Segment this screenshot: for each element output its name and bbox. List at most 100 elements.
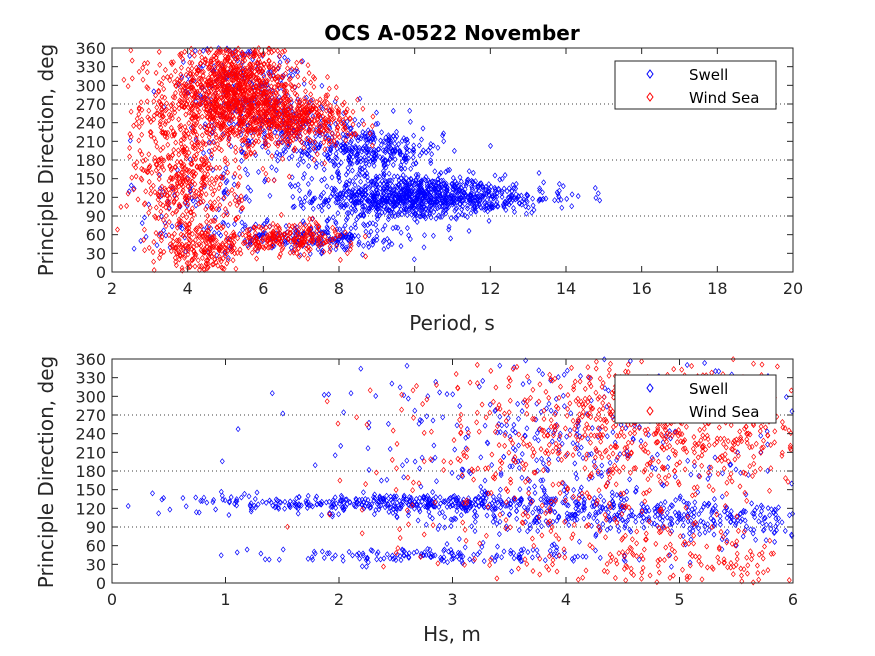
- data-point: [216, 246, 222, 253]
- data-point: [248, 84, 254, 91]
- data-point: [519, 198, 525, 205]
- data-point: [480, 193, 486, 200]
- data-point: [174, 158, 180, 166]
- data-point: [414, 500, 420, 507]
- data-point: [238, 193, 244, 200]
- data-point: [598, 493, 603, 500]
- data-point: [198, 101, 204, 108]
- data-point: [341, 188, 347, 195]
- data-point: [164, 100, 170, 107]
- data-point: [379, 209, 385, 216]
- data-point: [140, 64, 146, 71]
- data-point: [268, 63, 274, 71]
- data-point: [143, 156, 149, 163]
- data-point: [220, 223, 226, 230]
- data-point: [225, 257, 231, 264]
- data-point: [158, 200, 163, 207]
- data-point: [410, 185, 416, 193]
- data-point: [206, 122, 212, 129]
- data-point: [343, 115, 349, 122]
- data-point: [308, 91, 314, 98]
- data-point: [215, 97, 221, 104]
- data-point: [209, 147, 215, 154]
- data-point: [190, 144, 196, 151]
- data-point: [346, 156, 351, 163]
- data-point: [307, 189, 313, 196]
- data-point: [252, 225, 258, 232]
- data-point: [225, 75, 231, 82]
- data-point: [470, 179, 476, 186]
- data-point: [459, 206, 465, 213]
- data-point: [174, 179, 180, 186]
- data-point: [231, 239, 237, 246]
- data-point: [314, 493, 320, 500]
- data-point: [300, 58, 306, 65]
- data-point: [395, 194, 401, 201]
- data-point: [267, 244, 273, 251]
- data-point: [300, 174, 306, 182]
- data-point: [212, 121, 218, 128]
- data-point: [246, 226, 252, 233]
- data-point: [565, 502, 571, 509]
- data-point: [194, 131, 200, 139]
- data-point: [265, 103, 271, 111]
- data-point: [215, 262, 221, 269]
- data-point: [211, 496, 217, 504]
- data-point: [269, 135, 275, 142]
- data-point: [323, 107, 329, 114]
- data-point: [334, 95, 339, 102]
- data-point: [193, 236, 198, 244]
- data-point: [343, 148, 349, 155]
- data-point: [209, 175, 215, 182]
- data-point: [330, 236, 336, 243]
- data-point: [194, 151, 199, 158]
- data-point: [264, 216, 270, 223]
- data-point: [154, 110, 160, 117]
- data-point: [431, 178, 437, 185]
- data-point: [391, 150, 397, 157]
- data-point: [324, 99, 330, 106]
- data-point: [466, 168, 472, 175]
- data-point: [230, 247, 236, 254]
- data-point: [433, 183, 439, 190]
- data-point: [162, 66, 168, 73]
- data-point: [189, 257, 195, 264]
- data-point: [213, 244, 219, 251]
- data-point: [319, 512, 325, 519]
- data-point: [190, 123, 196, 130]
- data-point: [242, 239, 248, 246]
- data-point: [349, 144, 355, 151]
- data-point: [280, 155, 286, 162]
- data-point: [474, 195, 480, 202]
- data-point: [172, 109, 178, 116]
- data-point: [237, 115, 243, 122]
- data-point: [450, 502, 456, 509]
- data-point: [258, 69, 264, 76]
- data-point: [272, 129, 278, 136]
- data-point: [341, 200, 347, 207]
- data-point: [192, 263, 198, 270]
- data-point: [334, 155, 340, 162]
- data-point: [456, 187, 462, 194]
- data-point: [127, 153, 133, 160]
- data-point: [516, 200, 522, 207]
- data-point: [156, 48, 162, 55]
- data-point: [234, 202, 240, 209]
- data-point: [191, 211, 197, 218]
- data-point: [193, 509, 199, 516]
- data-point: [200, 175, 205, 183]
- data-point: [232, 197, 238, 204]
- data-point: [213, 77, 219, 84]
- data-point: [196, 75, 202, 82]
- data-point: [437, 213, 443, 220]
- data-point: [246, 84, 252, 91]
- data-point: [185, 183, 191, 190]
- data-point: [268, 125, 274, 132]
- data-point: [180, 183, 186, 190]
- data-point: [189, 109, 194, 117]
- data-point: [484, 196, 490, 203]
- data-point: [276, 82, 282, 89]
- x-tick-label: 14: [556, 279, 576, 298]
- data-point: [497, 176, 503, 183]
- data-point: [317, 112, 323, 119]
